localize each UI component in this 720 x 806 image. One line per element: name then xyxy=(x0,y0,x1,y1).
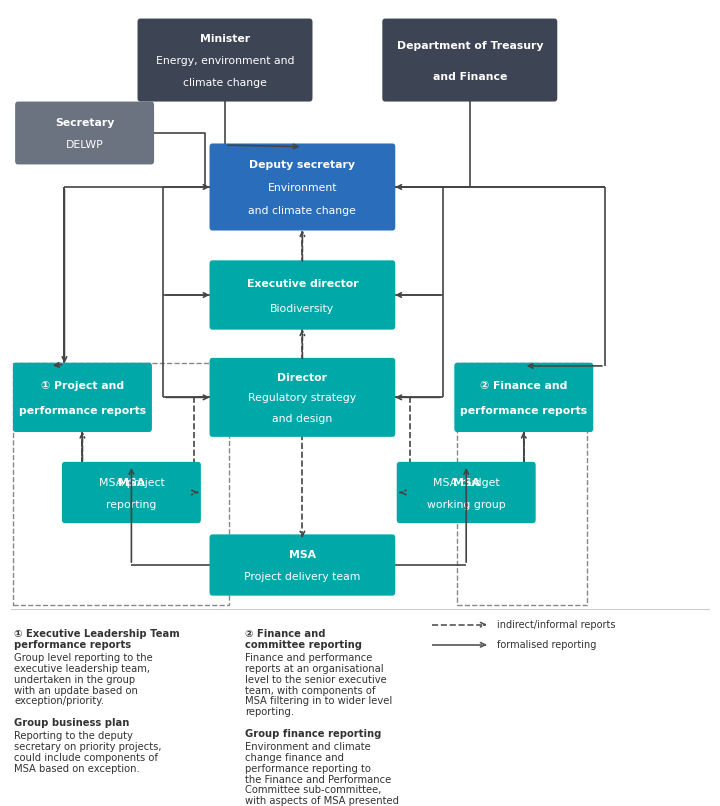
Text: indirect/informal reports: indirect/informal reports xyxy=(497,620,616,629)
Text: team, with components of: team, with components of xyxy=(245,685,375,696)
Text: reporting: reporting xyxy=(107,500,156,509)
Text: and design: and design xyxy=(272,414,333,424)
Text: Environment: Environment xyxy=(268,183,337,193)
Text: Committee sub-committee,: Committee sub-committee, xyxy=(245,785,381,796)
Text: Secretary: Secretary xyxy=(55,118,114,128)
Text: undertaken in the group: undertaken in the group xyxy=(14,675,135,684)
Text: could include components of: could include components of xyxy=(14,753,158,762)
Text: with an update based on: with an update based on xyxy=(14,685,138,696)
Text: Director: Director xyxy=(277,372,328,383)
Text: Department of Treasury: Department of Treasury xyxy=(397,41,543,52)
Text: MSA filtering in to wider level: MSA filtering in to wider level xyxy=(245,696,392,706)
Text: Minister: Minister xyxy=(200,35,250,44)
Text: performance reporting to: performance reporting to xyxy=(245,764,371,774)
Text: exception/priority.: exception/priority. xyxy=(14,696,104,706)
Text: reports at an organisational: reports at an organisational xyxy=(245,664,384,674)
FancyBboxPatch shape xyxy=(210,534,395,596)
Text: level to the senior executive: level to the senior executive xyxy=(245,675,387,684)
Text: the Finance and Performance: the Finance and Performance xyxy=(245,775,391,784)
FancyBboxPatch shape xyxy=(382,19,557,102)
Bar xyxy=(13,363,229,604)
Text: ② Finance and: ② Finance and xyxy=(245,629,325,638)
Text: Group finance reporting: Group finance reporting xyxy=(245,729,381,738)
Text: ① Project and: ① Project and xyxy=(41,381,124,391)
FancyBboxPatch shape xyxy=(138,19,312,102)
Text: Energy, environment and: Energy, environment and xyxy=(156,56,294,66)
Text: formalised reporting: formalised reporting xyxy=(497,640,596,650)
Text: and Finance: and Finance xyxy=(433,72,507,82)
Text: DELWP: DELWP xyxy=(66,140,104,151)
Text: climate change: climate change xyxy=(183,78,267,88)
FancyBboxPatch shape xyxy=(397,462,536,523)
Text: secretary on priority projects,: secretary on priority projects, xyxy=(14,742,162,752)
FancyBboxPatch shape xyxy=(210,143,395,231)
Text: MSA: MSA xyxy=(453,478,480,488)
Text: with aspects of MSA presented: with aspects of MSA presented xyxy=(245,796,399,806)
Text: Group level reporting to the: Group level reporting to the xyxy=(14,653,153,663)
Text: MSA: MSA xyxy=(289,550,316,560)
Text: ② Finance and: ② Finance and xyxy=(480,381,567,391)
Text: working group: working group xyxy=(427,500,505,509)
Text: Group business plan: Group business plan xyxy=(14,718,130,728)
FancyBboxPatch shape xyxy=(210,260,395,330)
Text: change finance and: change finance and xyxy=(245,753,344,762)
FancyBboxPatch shape xyxy=(15,102,154,164)
Text: Biodiversity: Biodiversity xyxy=(270,304,335,314)
Text: performance reports: performance reports xyxy=(460,406,588,416)
Text: MSA budget: MSA budget xyxy=(433,478,500,488)
Text: Reporting to the deputy: Reporting to the deputy xyxy=(14,731,133,741)
Text: MSA project: MSA project xyxy=(99,478,164,488)
Text: Finance and performance: Finance and performance xyxy=(245,653,372,663)
Text: MSA: MSA xyxy=(118,478,145,488)
FancyBboxPatch shape xyxy=(13,363,152,432)
Text: performance reports: performance reports xyxy=(19,406,146,416)
FancyBboxPatch shape xyxy=(62,462,201,523)
Text: ① Executive Leadership Team: ① Executive Leadership Team xyxy=(14,629,180,638)
FancyBboxPatch shape xyxy=(210,358,395,437)
Text: executive leadership team,: executive leadership team, xyxy=(14,664,150,674)
Text: Executive director: Executive director xyxy=(246,279,359,289)
Text: Deputy secretary: Deputy secretary xyxy=(249,160,356,170)
FancyBboxPatch shape xyxy=(454,363,593,432)
Text: Regulatory strategy: Regulatory strategy xyxy=(248,393,356,403)
Text: MSA based on exception.: MSA based on exception. xyxy=(14,764,140,774)
Text: committee reporting: committee reporting xyxy=(245,640,362,650)
Bar xyxy=(457,363,587,604)
Text: reporting.: reporting. xyxy=(245,708,294,717)
Text: performance reports: performance reports xyxy=(14,640,132,650)
Text: Environment and climate: Environment and climate xyxy=(245,742,371,752)
Text: and climate change: and climate change xyxy=(248,206,356,216)
Text: Project delivery team: Project delivery team xyxy=(244,572,361,582)
